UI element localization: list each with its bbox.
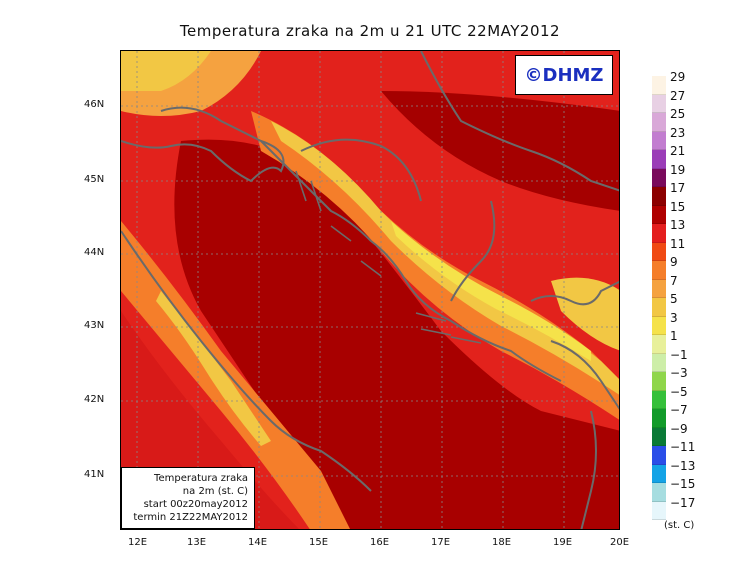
colorbar-swatch xyxy=(652,353,666,372)
colorbar-swatch xyxy=(652,131,666,150)
colorbar-label: 27 xyxy=(670,88,686,103)
lon-label: 20E xyxy=(610,537,630,548)
lon-label: 19E xyxy=(553,537,573,548)
colorbar-label: −1 xyxy=(670,347,688,362)
colorbar-swatch xyxy=(652,298,666,317)
mountain-band-cool xyxy=(391,221,591,361)
colorbar-label: 13 xyxy=(670,218,686,232)
colorbar-swatch xyxy=(652,501,666,520)
alps-cool xyxy=(121,51,211,91)
colorbar-label: 9 xyxy=(670,255,678,269)
colorbar-label: 17 xyxy=(670,181,686,195)
temperature-field xyxy=(121,51,619,529)
colorbar-label: −3 xyxy=(670,366,688,380)
lon-label: 17E xyxy=(431,537,451,548)
balkan-cool xyxy=(551,277,619,351)
lat-label: 44N xyxy=(84,247,105,258)
colorbar-label: 21 xyxy=(670,144,686,158)
temperature-map: ©DHMZ Temperatura zraka na 2m (st. C) st… xyxy=(120,50,620,530)
colorbar-swatch xyxy=(652,94,666,113)
lon-label: 12E xyxy=(128,537,148,548)
colorbar-swatch xyxy=(652,446,666,465)
info-line-2: na 2m (st. C) xyxy=(182,486,248,497)
lon-label: 16E xyxy=(370,537,390,548)
colorbar-label: −11 xyxy=(670,440,696,454)
colorbar-label: 25 xyxy=(670,107,686,121)
colorbar-label: −7 xyxy=(670,403,688,417)
colorbar-swatch xyxy=(652,372,666,391)
colorbar-swatch xyxy=(652,261,666,280)
colorbar-label: 15 xyxy=(670,199,686,214)
colorbar-swatch xyxy=(652,168,666,187)
colorbar-swatch xyxy=(652,205,666,224)
colorbar-label: −13 xyxy=(670,458,696,473)
lon-label: 13E xyxy=(187,537,207,548)
info-box: Temperatura zraka na 2m (st. C) start 00… xyxy=(121,467,255,529)
info-line-3: start 00z20may2012 xyxy=(143,499,248,510)
colorbar-label: 29 xyxy=(670,70,686,84)
lon-label: 15E xyxy=(309,537,329,548)
colorbar-label: −5 xyxy=(670,384,688,399)
colorbar-label: 1 xyxy=(670,329,678,343)
apennine-cool xyxy=(156,291,271,446)
islands xyxy=(295,170,482,344)
map-title: Temperatura zraka na 2m u 21 UTC 22MAY20… xyxy=(179,22,561,40)
lat-label: 45N xyxy=(84,174,105,185)
colorbar-swatch xyxy=(652,483,666,502)
info-line-1: Temperatura zraka xyxy=(154,473,248,484)
colorbar-swatch xyxy=(652,279,666,298)
colorbar-swatch xyxy=(652,427,666,446)
info-line-4: termin 21Z22MAY2012 xyxy=(133,512,248,523)
colorbar-swatch xyxy=(652,335,666,354)
colorbar-swatch xyxy=(652,242,666,261)
lat-label: 42N xyxy=(84,394,105,405)
colorbar-label: 3 xyxy=(670,310,678,325)
colorbar-swatch xyxy=(652,316,666,335)
colorbar-swatch xyxy=(652,187,666,206)
lon-label: 18E xyxy=(492,537,512,548)
inland-warm-area xyxy=(381,91,619,211)
colorbar-unit: (st. C) xyxy=(664,520,695,531)
lat-label: 46N xyxy=(84,99,105,110)
colorbar-label: 7 xyxy=(670,273,678,288)
colorbar-label: −17 xyxy=(670,495,696,510)
colorbar-swatch xyxy=(652,113,666,132)
lat-label: 41N xyxy=(84,469,105,480)
colorbar-label: 19 xyxy=(670,162,686,177)
colorbar-swatch xyxy=(652,150,666,169)
lon-label: 14E xyxy=(248,537,268,548)
colorbar-swatch xyxy=(652,76,666,95)
colorbar-label: 23 xyxy=(670,125,686,140)
dhmz-logo: ©DHMZ xyxy=(515,55,613,95)
colorbar-label: 11 xyxy=(670,236,686,251)
colorbar-swatch xyxy=(652,390,666,409)
colorbar-label: −9 xyxy=(670,421,688,436)
colorbar-label: −15 xyxy=(670,477,696,491)
lat-label: 43N xyxy=(84,320,105,331)
apennine-band xyxy=(121,221,350,529)
colorbar-label: 5 xyxy=(670,292,678,306)
colorbar-swatch xyxy=(652,224,666,243)
colorbar-swatch xyxy=(652,464,666,483)
colorbar-swatch xyxy=(652,409,666,428)
